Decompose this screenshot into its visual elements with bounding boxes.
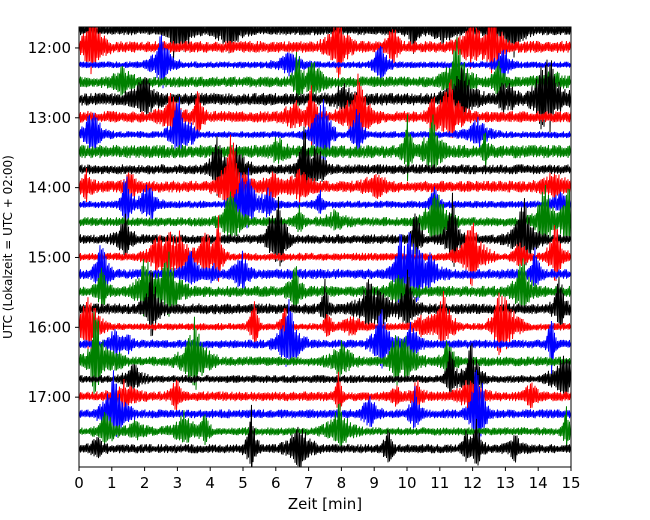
x-tick-label: 12 bbox=[463, 474, 482, 492]
x-tick-label: 6 bbox=[271, 474, 281, 492]
trace-line bbox=[79, 369, 571, 444]
seismic-traces bbox=[79, 27, 571, 467]
trace-line bbox=[79, 36, 571, 114]
x-tick-label: 15 bbox=[561, 474, 580, 492]
trace-line bbox=[79, 404, 571, 467]
x-tick-label: 13 bbox=[496, 474, 515, 492]
x-tick-label: 7 bbox=[304, 474, 314, 492]
x-axis-label: Zeit [min] bbox=[288, 495, 362, 513]
y-tick-label: 15:00 bbox=[28, 248, 71, 266]
trace-line bbox=[79, 96, 571, 167]
x-tick-label: 0 bbox=[74, 474, 84, 492]
trace-line bbox=[79, 59, 571, 133]
trace-line bbox=[79, 126, 571, 196]
trace-line bbox=[79, 299, 571, 375]
x-tick-label: 2 bbox=[140, 474, 150, 492]
trace-line bbox=[79, 371, 571, 414]
x-tick-label: 5 bbox=[238, 474, 248, 492]
x-tick-label: 4 bbox=[205, 474, 215, 492]
trace-line bbox=[79, 34, 571, 89]
trace-line bbox=[79, 192, 571, 267]
trace-line bbox=[79, 343, 571, 401]
x-tick-label: 14 bbox=[529, 474, 548, 492]
y-tick-label: 17:00 bbox=[28, 388, 71, 406]
trace-line bbox=[79, 215, 571, 286]
trace-line bbox=[79, 184, 571, 243]
x-tick-label: 3 bbox=[173, 474, 183, 492]
trace-line bbox=[79, 311, 571, 396]
y-tick-label: 13:00 bbox=[28, 109, 71, 127]
trace-line bbox=[79, 167, 571, 229]
trace-line bbox=[79, 291, 571, 356]
trace-line bbox=[79, 232, 571, 304]
x-tick-label: 9 bbox=[369, 474, 379, 492]
y-axis-label: UTC (Lokalzeit = UTC + 02:00) bbox=[1, 155, 15, 339]
y-tick-label: 14:00 bbox=[28, 179, 71, 197]
x-tick-label: 11 bbox=[430, 474, 449, 492]
x-tick-label: 1 bbox=[107, 474, 117, 492]
trace-line bbox=[79, 114, 571, 182]
y-tick-label: 12:00 bbox=[28, 39, 71, 57]
y-axis-ticks: 12:00 13:00 14:00 15:00 16:00 17:00 bbox=[28, 39, 79, 406]
x-tick-label: 8 bbox=[337, 474, 347, 492]
y-tick-label: 16:00 bbox=[28, 318, 71, 336]
x-tick-label: 10 bbox=[397, 474, 416, 492]
x-axis-ticks: 0 1 2 3 4 5 6 7 8 9 10 11 12 13 14 15 bbox=[74, 467, 581, 492]
trace-line bbox=[79, 134, 571, 223]
plot-frame bbox=[78, 26, 572, 468]
trace-line bbox=[79, 403, 571, 449]
trace-line bbox=[79, 269, 571, 337]
